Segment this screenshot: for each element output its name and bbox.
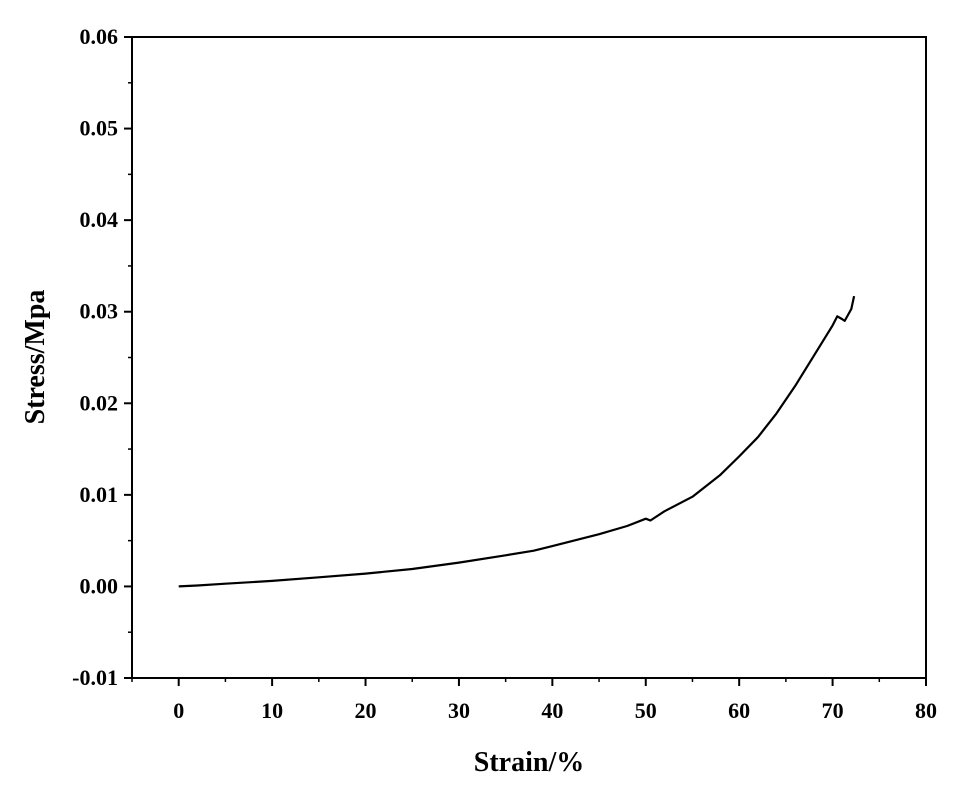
x-tick-label: 20 — [355, 698, 377, 723]
x-tick-label: 0 — [173, 698, 184, 723]
y-tick-label: 0.02 — [80, 390, 119, 415]
y-tick-label: -0.01 — [72, 665, 118, 690]
stress-strain-curve — [178, 295, 856, 588]
y-tick-label: 0.00 — [80, 573, 119, 598]
x-axis-ticks — [131, 678, 927, 686]
y-tick-label: 0.03 — [80, 299, 119, 324]
y-tick-label: 0.01 — [80, 482, 119, 507]
x-tick-label: 30 — [448, 698, 470, 723]
y-tick-label: 0.04 — [80, 207, 119, 232]
x-tick-label: 10 — [261, 698, 283, 723]
x-tick-label: 70 — [822, 698, 844, 723]
x-tick-label: 60 — [728, 698, 750, 723]
y-tick-label: 0.05 — [80, 116, 119, 141]
y-axis-title: Stress/Mpa — [20, 290, 51, 425]
x-tick-label: 40 — [541, 698, 563, 723]
x-tick-label: 50 — [635, 698, 657, 723]
y-axis-ticks — [124, 36, 132, 679]
y-axis-tick-labels: -0.01 0.00 0.01 0.02 0.03 0.04 0.05 0.06 — [72, 24, 118, 690]
y-tick-label: 0.06 — [80, 24, 119, 49]
x-axis-title: Strain/% — [474, 747, 584, 778]
x-axis-tick-labels: 0 10 20 30 40 50 60 70 80 — [173, 698, 937, 723]
x-tick-label: 80 — [915, 698, 937, 723]
